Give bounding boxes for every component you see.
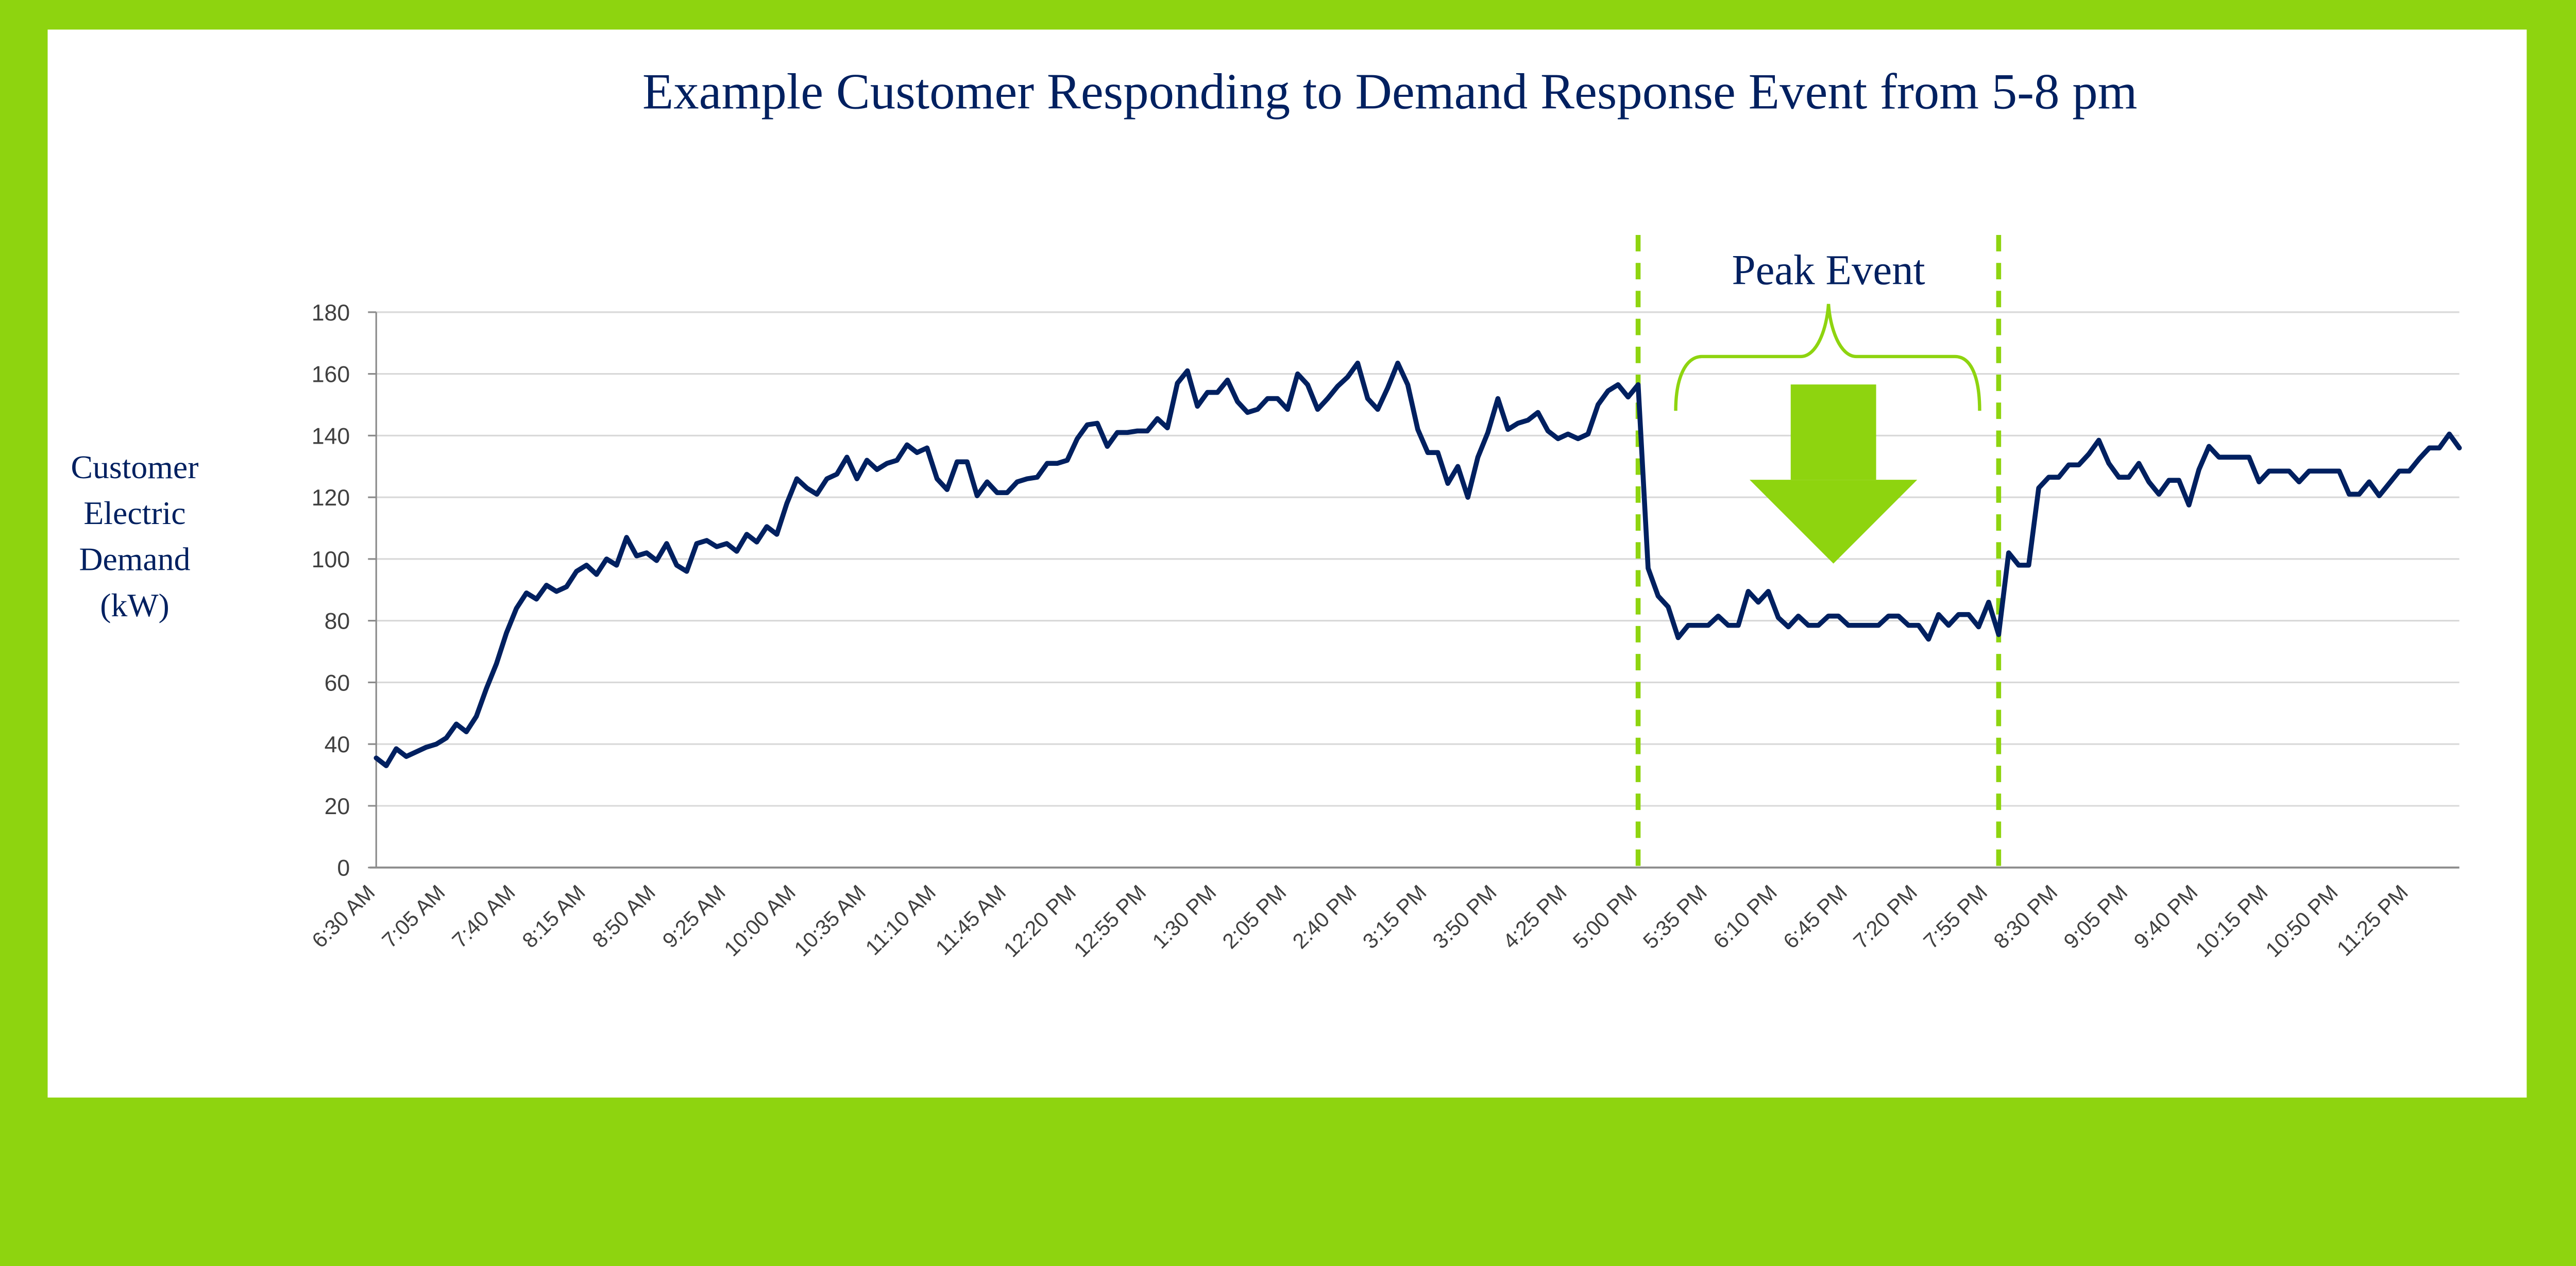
y-axis-title-line: Electric: [83, 495, 185, 531]
y-axis-ticks: 0 20 40 60 80 100 120 140 160 180: [312, 300, 377, 881]
event-markers: [1635, 234, 2002, 868]
y-tick-label: 0: [337, 856, 350, 881]
y-tick-label: 20: [325, 794, 350, 819]
y-tick-label: 80: [325, 609, 350, 634]
y-tick-label: 60: [325, 670, 350, 696]
down-arrow-icon: [1750, 384, 1918, 564]
y-tick-label: 160: [312, 362, 350, 387]
y-tick-label: 100: [312, 547, 350, 572]
y-tick-label: 40: [325, 732, 350, 757]
y-axis-title-line: Demand: [79, 541, 190, 577]
chart-background: [47, 29, 2527, 1098]
y-tick-label: 140: [312, 424, 350, 449]
y-axis-title: Customer Electric Demand (kW): [71, 449, 198, 623]
y-axis-title-line: Customer: [71, 449, 198, 485]
y-tick-label: 120: [312, 485, 350, 511]
peak-event-label: Peak Event: [1732, 246, 1925, 294]
chart-title: Example Customer Responding to Demand Re…: [642, 63, 2138, 120]
demand-series-line: [374, 360, 2462, 768]
y-tick-label: 180: [312, 300, 350, 326]
peak-event-brace: [1674, 303, 1981, 411]
y-axis-title-line: (kW): [100, 587, 170, 623]
demand-chart: Example Customer Responding to Demand Re…: [47, 29, 2527, 1098]
